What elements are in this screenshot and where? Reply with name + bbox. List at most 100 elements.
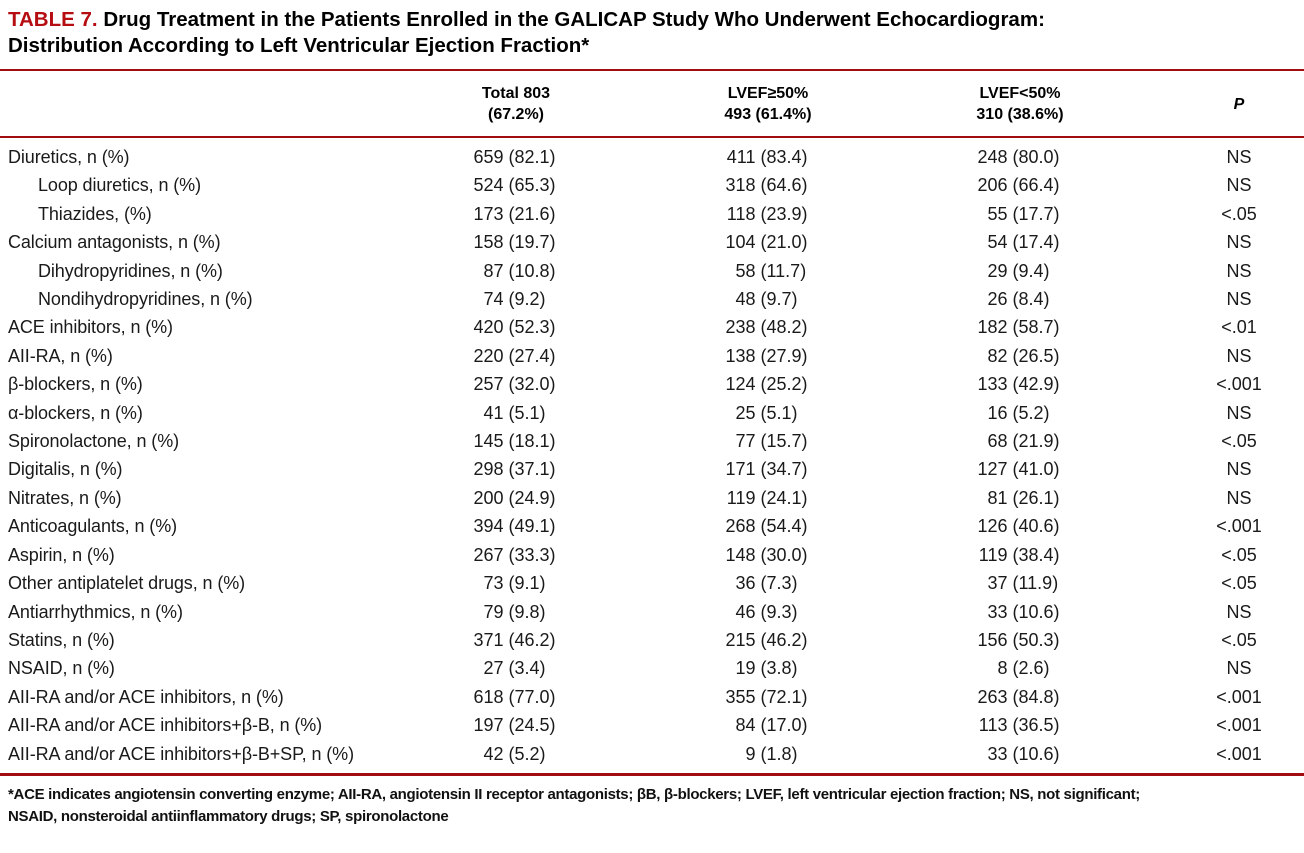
row-label: Digitalis, n (%) — [8, 459, 123, 480]
cell-lvef-lt50: 248 (80.0) — [894, 137, 1146, 171]
pct-value: (52.3) — [508, 317, 556, 338]
cell-lvef-lt50: 29 (9.4) — [894, 257, 1146, 285]
cell-lvef-lt50: 133 (42.9) — [894, 370, 1146, 398]
cell-total: 659 (82.1) — [390, 137, 642, 171]
row-label: AII-RA and/or ACE inhibitors+β-B, n (%) — [8, 715, 323, 736]
row-label: Spironolactone, n (%) — [8, 431, 179, 452]
cell-lvef-lt50: 33 (10.6) — [894, 598, 1146, 626]
table-row: Calcium antagonists, n (%) 158 (19.7) 104 (2… — [0, 228, 1304, 256]
cell-total: 394 (49.1) — [390, 512, 642, 540]
row-label: Aspirin, n (%) — [8, 544, 115, 565]
n-value: 206 — [977, 175, 1008, 196]
cell-p-value: <.001 — [1216, 516, 1262, 537]
cell-lvef-lt50: 182 (58.7) — [894, 313, 1146, 341]
table-row: AII-RA and/or ACE inhibitors+β-B+SP, n (… — [0, 739, 1304, 776]
cell-p-value: <.01 — [1221, 317, 1257, 338]
table-header: Total 803 (67.2%) LVEF≥50% 493 (61.4%) L… — [0, 71, 1304, 138]
table-row: AII-RA, n (%) 220 (27.4) 138 (27.9) 82 (26.5) N… — [0, 342, 1304, 370]
header-p: P — [1146, 71, 1304, 138]
cell-lvef-lt50: 156 (50.3) — [894, 626, 1146, 654]
pct-value: (48.2) — [760, 317, 808, 338]
pct-value: (82.1) — [508, 147, 556, 167]
table-row: Spironolactone, n (%) 145 (18.1) 77 (15.7) 68… — [0, 427, 1304, 455]
table-row: Aspirin, n (%) 267 (33.3) 148 (30.0) 119 (38.4… — [0, 541, 1304, 569]
n-value: 55 — [987, 203, 1008, 224]
table-title: TABLE 7. Drug Treatment in the Patients … — [0, 5, 1304, 71]
cell-lvef-ge50: 318 (64.6) — [642, 171, 894, 199]
row-label: Calcium antagonists, n (%) — [8, 232, 221, 253]
pct-value: (30.0) — [760, 544, 808, 565]
pct-value: (26.5) — [1012, 345, 1060, 366]
pct-value: (24.1) — [760, 487, 808, 508]
pct-value: (19.7) — [508, 232, 556, 253]
pct-value: (26.1) — [1012, 487, 1060, 508]
row-label: Anticoagulants, n (%) — [8, 516, 177, 537]
n-value: 27 — [483, 658, 504, 679]
pct-value: (11.9) — [1012, 573, 1059, 594]
n-value: 68 — [987, 431, 1008, 452]
pct-value: (5.2) — [508, 743, 546, 764]
pct-value: (77.0) — [508, 686, 556, 707]
pct-value: (11.7) — [760, 260, 807, 281]
n-value: 54 — [987, 232, 1008, 253]
pct-value: (46.2) — [760, 629, 808, 650]
cell-lvef-ge50: 19 (3.8) — [642, 654, 894, 682]
n-value: 659 — [473, 147, 504, 167]
n-value: 74 — [483, 289, 504, 310]
pct-value: (5.1) — [760, 402, 798, 423]
n-value: 238 — [725, 317, 756, 338]
table-row: Nondihydropyridines, n (%) 74 (9.2) 48 (9.7)… — [0, 285, 1304, 313]
pct-value: (9.1) — [508, 573, 546, 594]
cell-lvef-lt50: 55 (17.7) — [894, 200, 1146, 228]
header-lvef-lt50-line2: 310 (38.6%) — [976, 106, 1064, 123]
pct-value: (33.3) — [508, 544, 556, 565]
n-value: 158 — [473, 232, 504, 253]
n-value: 371 — [473, 629, 504, 650]
row-label: Loop diuretics, n (%) — [38, 175, 201, 196]
n-value: 263 — [977, 686, 1008, 707]
cell-total: 41 (5.1) — [390, 399, 642, 427]
cell-total: 42 (5.2) — [390, 739, 642, 776]
cell-lvef-ge50: 48 (9.7) — [642, 285, 894, 313]
header-lvef-ge50-line2: 493 (61.4%) — [724, 106, 812, 123]
row-label: α-blockers, n (%) — [8, 402, 143, 423]
n-value: 145 — [473, 431, 504, 452]
pct-value: (24.9) — [508, 487, 556, 508]
pct-value: (49.1) — [508, 516, 556, 537]
row-label: AII-RA, n (%) — [8, 345, 113, 366]
cell-total: 200 (24.9) — [390, 484, 642, 512]
n-value: 200 — [473, 487, 504, 508]
pct-value: (65.3) — [508, 175, 556, 196]
table-title-line1: Drug Treatment in the Patients Enrolled … — [103, 8, 1045, 31]
cell-total: 73 (9.1) — [390, 569, 642, 597]
cell-lvef-lt50: 26 (8.4) — [894, 285, 1146, 313]
cell-lvef-lt50: 37 (11.9) — [894, 569, 1146, 597]
pct-value: (7.3) — [760, 573, 798, 594]
n-value: 318 — [725, 175, 756, 196]
cell-p-value: <.001 — [1146, 739, 1304, 776]
cell-total: 220 (27.4) — [390, 342, 642, 370]
cell-lvef-ge50: 46 (9.3) — [642, 598, 894, 626]
cell-total: 298 (37.1) — [390, 455, 642, 483]
n-value: 257 — [473, 374, 504, 395]
cell-lvef-lt50: 127 (41.0) — [894, 455, 1146, 483]
cell-lvef-lt50: 16 (5.2) — [894, 399, 1146, 427]
cell-total: 158 (19.7) — [390, 228, 642, 256]
cell-total: 420 (52.3) — [390, 313, 642, 341]
pct-value: (84.8) — [1012, 686, 1060, 707]
cell-lvef-ge50: 77 (15.7) — [642, 427, 894, 455]
pct-value: (42.9) — [1012, 374, 1060, 395]
cell-lvef-lt50: 81 (26.1) — [894, 484, 1146, 512]
pct-value: (38.4) — [1012, 544, 1060, 565]
n-value: 42 — [483, 743, 504, 764]
cell-p-value: <.05 — [1221, 431, 1257, 452]
pct-value: (24.5) — [508, 715, 556, 736]
pct-value: (27.9) — [760, 345, 808, 366]
table-row: AII-RA and/or ACE inhibitors, n (%) 618 (7… — [0, 683, 1304, 711]
cell-lvef-lt50: 68 (21.9) — [894, 427, 1146, 455]
cell-p-value: NS — [1226, 658, 1252, 679]
cell-p-value: NS — [1226, 402, 1252, 423]
cell-p-value: NS — [1226, 147, 1252, 167]
n-value: 48 — [735, 289, 756, 310]
cell-total: 79 (9.8) — [390, 598, 642, 626]
